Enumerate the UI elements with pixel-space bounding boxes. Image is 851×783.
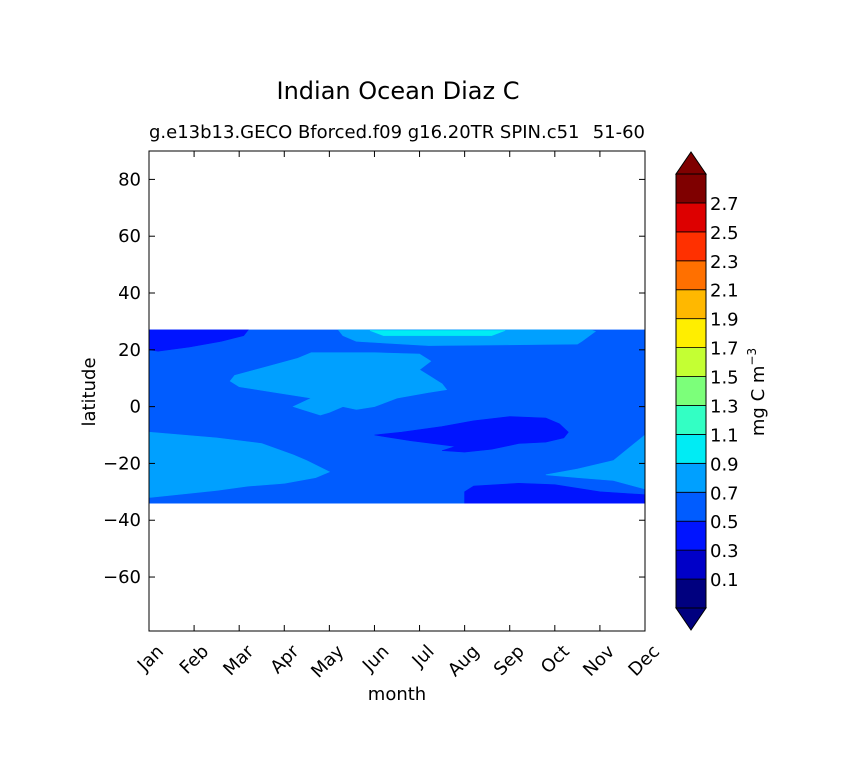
contour-region xyxy=(374,416,569,453)
y-axis-ticks: 80 60 40 20 0 −20 −40 −60 xyxy=(103,169,645,588)
colorbar-tick-label: 0.9 xyxy=(710,454,739,475)
x-tick-label: May xyxy=(307,641,348,682)
contour-region xyxy=(148,431,331,498)
contour-region xyxy=(229,352,448,416)
x-tick-label: Aug xyxy=(444,641,484,681)
colorbar-swatch xyxy=(675,549,707,580)
colorbar-label: mg C m−3 xyxy=(745,348,769,436)
contour-regions xyxy=(148,329,646,504)
colorbar-tick-label: 0.5 xyxy=(710,512,739,533)
colorbar-tick-label: 2.3 xyxy=(710,252,739,273)
x-tick-label: Oct xyxy=(537,641,574,678)
colorbar-swatch xyxy=(675,202,707,233)
chart-subtitle-right: 51-60 xyxy=(593,122,645,143)
x-tick-label: Nov xyxy=(579,641,619,681)
colorbar-tick-label: 1.5 xyxy=(710,368,739,389)
x-tick-label: Sep xyxy=(490,641,529,680)
colorbar-swatch xyxy=(675,260,707,291)
x-tick-label: Apr xyxy=(266,641,303,678)
colorbar-extend-top xyxy=(675,151,707,175)
colorbar: 0.1 0.3 0.5 0.7 0.9 1.1 1.3 1.5 1.7 1.9 2.1 2.3 2.5 2… xyxy=(675,151,739,631)
x-tick-label: Dec xyxy=(625,641,664,680)
chart-subtitle-left: g.e13b13.GECO Bforced.f09 g16.20TR SPIN.… xyxy=(149,122,580,143)
x-tick-label: Jul xyxy=(408,641,439,672)
colorbar-swatch xyxy=(675,289,707,320)
colorbar-label-text: mg C m xyxy=(748,366,769,437)
colorbar-tick-label: 1.1 xyxy=(710,425,739,446)
colorbar-extend-bottom xyxy=(675,607,707,631)
y-tick-label: −40 xyxy=(103,510,141,531)
x-tick-label: Mar xyxy=(219,641,258,680)
x-tick-label: Jun xyxy=(358,641,393,676)
colorbar-swatch xyxy=(675,520,707,551)
y-axis-label: latitude xyxy=(79,357,100,426)
colorbar-tick-label: 2.1 xyxy=(710,281,739,302)
x-axis-label: month xyxy=(368,684,426,705)
colorbar-swatch xyxy=(675,347,707,377)
colorbar-swatch xyxy=(675,462,707,493)
y-tick-label: −60 xyxy=(103,567,141,588)
colorbar-swatch xyxy=(675,433,707,464)
colorbar-swatch xyxy=(675,578,707,609)
y-tick-label: −20 xyxy=(103,453,141,474)
y-tick-label: 20 xyxy=(118,340,141,361)
colorbar-tick-label: 0.1 xyxy=(710,570,739,591)
plot-frame xyxy=(148,150,646,632)
colorbar-tick-label: 0.7 xyxy=(710,483,739,504)
x-tick-label: Jan xyxy=(133,641,168,676)
colorbar-swatch xyxy=(675,173,707,204)
colorbar-label-exponent: −3 xyxy=(745,348,759,366)
colorbar-swatch xyxy=(675,405,707,435)
chart-title: Indian Ocean Diaz C xyxy=(277,77,520,105)
colorbar-tick-label: 1.9 xyxy=(710,310,739,331)
colorbar-frame xyxy=(675,173,707,609)
colorbar-swatch xyxy=(675,231,707,262)
plot-area: Jan Feb Mar Apr May Jun Jul Aug Sep Oct Nov Dec 80 6… xyxy=(103,150,664,682)
y-tick-label: 80 xyxy=(118,169,141,190)
x-tick-label: Feb xyxy=(176,641,213,678)
colorbar-tick-label: 2.5 xyxy=(710,223,739,244)
y-tick-label: 0 xyxy=(130,397,141,418)
colorbar-tick-label: 2.7 xyxy=(710,194,739,215)
colorbar-swatch xyxy=(675,376,707,406)
colorbar-tick-label: 1.7 xyxy=(710,339,739,360)
colorbar-swatch xyxy=(675,491,707,522)
colorbar-tick-label: 1.3 xyxy=(710,396,739,417)
colorbar-swatch xyxy=(675,318,707,348)
contour-region xyxy=(545,434,646,490)
colorbar-tick-label: 0.3 xyxy=(710,541,739,562)
y-tick-label: 40 xyxy=(118,283,141,304)
contour-region xyxy=(369,330,506,336)
y-tick-label: 60 xyxy=(118,226,141,247)
